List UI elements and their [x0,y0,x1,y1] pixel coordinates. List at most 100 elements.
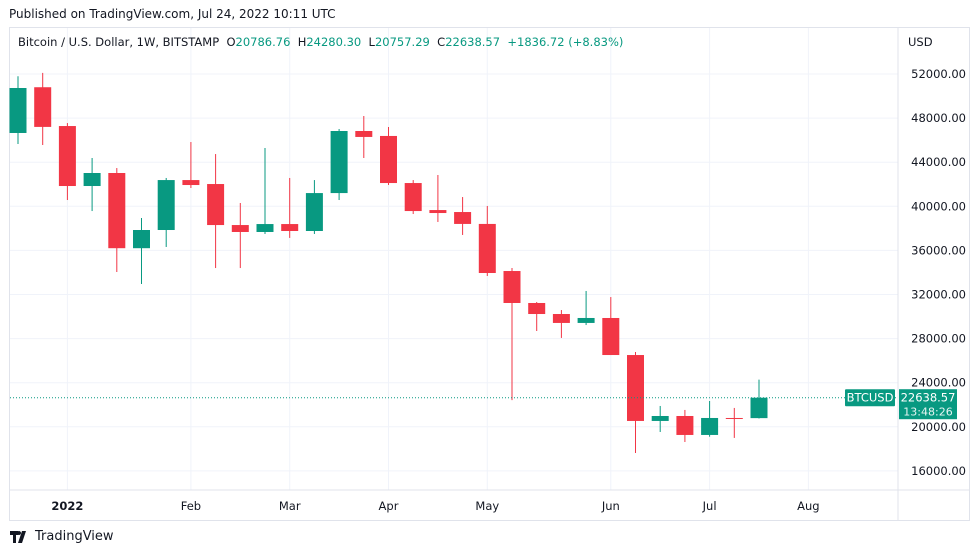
candle-body [355,130,373,137]
symbol-tag-bg [845,389,895,407]
candle[interactable] [478,205,496,276]
candle[interactable] [750,379,768,419]
candle[interactable] [503,268,521,401]
time-tick: 2022 [51,499,83,513]
candle-body [305,193,323,231]
high-value: 24280.30 [306,35,362,49]
candle-body [725,417,743,419]
low-value: 20757.29 [374,35,430,49]
price-tick: 44000.00 [911,155,966,169]
candle[interactable] [676,409,694,443]
price-tick: 28000.00 [911,332,966,346]
candle-body [83,173,101,187]
candle[interactable] [34,72,52,146]
candle-body [330,130,348,194]
candle[interactable] [9,76,27,145]
candle-body [34,87,52,127]
candle[interactable] [108,168,126,273]
price-tick: 32000.00 [911,288,966,302]
candle[interactable] [380,127,397,186]
symbol-title[interactable]: Bitcoin / U.S. Dollar, 1W, BITSTAMP [18,35,220,49]
price-tick: 48000.00 [911,111,966,125]
candle[interactable] [305,180,323,234]
candle-body [182,180,200,186]
symbol-tag: BTCUSD [847,391,894,405]
candle-body [478,223,496,274]
candle-body [133,230,150,249]
open-value: 20786.76 [235,35,291,49]
candle-body [281,224,299,231]
candle[interactable] [725,407,743,438]
price-tick: 20000.00 [911,420,966,434]
price-tick: 40000.00 [911,199,966,213]
candle-body [429,210,447,214]
time-tick: Aug [797,499,819,513]
candle-body [9,88,27,133]
candle-body [58,126,76,187]
tradingview-logo[interactable]: TradingView [10,529,114,544]
bar-countdown: 13:48:26 [903,406,952,419]
candle[interactable] [83,158,101,212]
candle-body [627,355,644,421]
candle[interactable] [602,297,620,356]
candle[interactable] [701,401,719,437]
chart-frame [9,27,970,521]
candle[interactable] [552,310,570,338]
candle-body [231,225,249,232]
candle-body [157,180,175,231]
symbol-legend: Bitcoin / U.S. Dollar, 1W, BITSTAMP O207… [18,35,623,49]
candle[interactable] [231,202,249,269]
candles [9,72,768,454]
candle[interactable] [281,177,299,238]
change-value: +1836.72 (+8.83%) [507,35,624,49]
time-tick: Jul [702,499,717,513]
candle[interactable] [429,174,447,222]
candle-body [454,212,472,224]
candle-body [676,415,694,435]
candle-body [651,415,669,421]
candle[interactable] [627,351,644,454]
open-label: O [226,35,236,49]
candle-body [503,271,521,303]
price-tag: BTCUSD 22638.57 13:48:26 [845,389,957,420]
price-tick: 36000.00 [911,243,966,257]
candle-body [256,224,274,232]
candle[interactable] [157,177,175,247]
high-label: H [297,35,307,49]
close-value: 22638.57 [445,35,501,49]
candle[interactable] [207,154,225,269]
axes: 16000.00 20000.00 24000.00 28000.00 32000.00… [51,67,966,513]
candle-body [701,417,719,435]
tradingview-logo-icon [10,530,26,543]
price-tick: 24000.00 [911,376,966,390]
candle[interactable] [528,301,546,331]
candle-body [108,173,126,249]
candle-body [528,302,546,315]
time-tick: Apr [379,499,399,513]
candle-body [577,317,595,323]
candle[interactable] [182,142,200,188]
candle[interactable] [133,217,150,285]
low-label: L [368,35,375,49]
currency-label: USD [908,35,933,49]
time-tick: Jun [601,499,620,513]
candle[interactable] [330,129,348,201]
candle[interactable] [577,290,595,326]
time-tick: May [475,499,499,513]
candle[interactable] [404,180,422,215]
candle[interactable] [454,197,472,235]
candle-body [552,314,570,323]
time-tick: Mar [279,499,301,513]
candle[interactable] [256,147,274,234]
price-tick: 52000.00 [911,67,966,81]
candle-body [602,317,620,356]
candle[interactable] [651,405,669,432]
close-label: C [437,35,446,49]
price-tick: 16000.00 [911,464,966,478]
candle-body [750,397,768,419]
candle[interactable] [58,123,76,201]
price-tag-bg [899,389,957,420]
time-tick: Feb [181,499,201,513]
candle[interactable] [355,116,373,159]
